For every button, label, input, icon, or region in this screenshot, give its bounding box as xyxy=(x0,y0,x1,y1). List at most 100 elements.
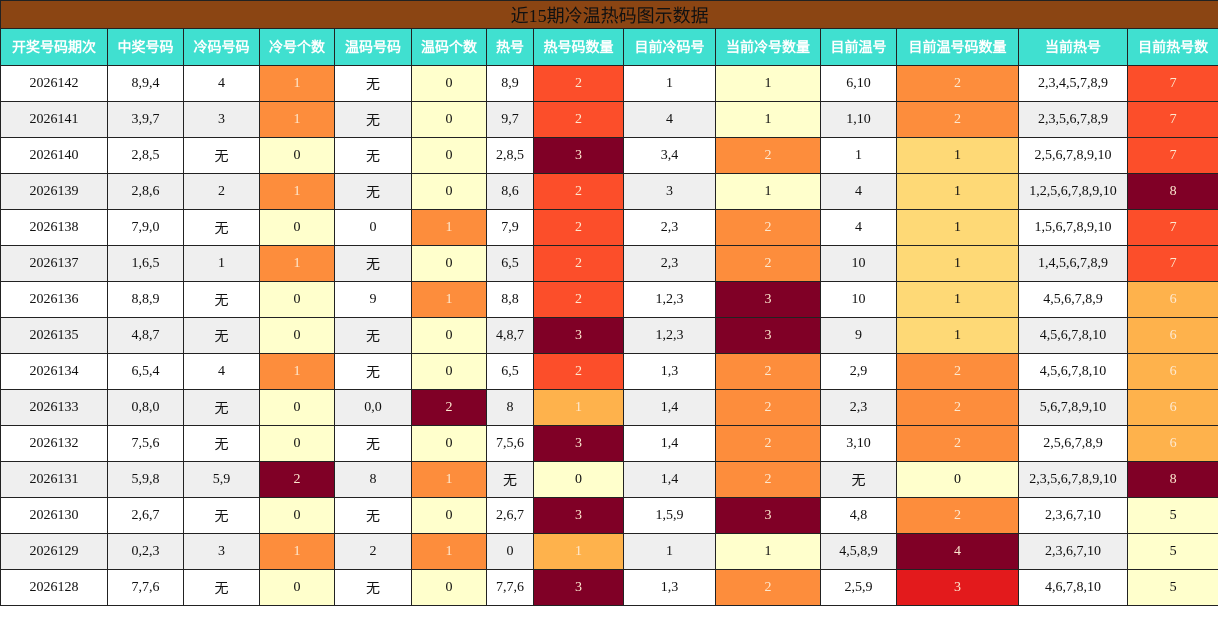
table-cell: 2026137 xyxy=(0,245,108,282)
table-cell: 1,3 xyxy=(623,569,716,606)
table-cell: 2 xyxy=(334,533,412,570)
table-cell: 8,6 xyxy=(486,173,534,210)
table-cell: 无 xyxy=(820,461,897,498)
table-cell: 1 xyxy=(623,533,716,570)
table-cell: 2026129 xyxy=(0,533,108,570)
table-cell: 0,8,0 xyxy=(107,389,184,426)
table-cell: 2026139 xyxy=(0,173,108,210)
table-cell: 2,9 xyxy=(820,353,897,390)
heat-cell: 3 xyxy=(715,281,821,318)
column-header: 目前温号码数量 xyxy=(896,28,1019,66)
heat-cell: 3 xyxy=(533,317,624,354)
heat-cell: 1 xyxy=(411,281,487,318)
table-cell: 6,5 xyxy=(486,353,534,390)
heat-cell: 5 xyxy=(1126,497,1218,534)
table-cell: 2026131 xyxy=(0,461,108,498)
heat-cell: 0 xyxy=(259,137,335,174)
heat-cell: 0 xyxy=(533,461,624,498)
table-cell: 2 xyxy=(183,173,260,210)
heat-cell: 1 xyxy=(533,533,624,570)
table-cell: 7,9 xyxy=(486,209,534,246)
table-cell: 2026132 xyxy=(0,425,108,462)
heat-cell: 2 xyxy=(259,461,335,498)
table-cell: 1,2,3 xyxy=(623,317,716,354)
table-cell: 1,4 xyxy=(623,461,716,498)
table-cell: 2,8,5 xyxy=(107,137,184,174)
table-cell: 0,2,3 xyxy=(107,533,184,570)
heat-cell: 2 xyxy=(715,209,821,246)
table-cell: 6,10 xyxy=(820,65,897,102)
heat-cell: 1 xyxy=(896,173,1019,210)
table-cell: 7,9,0 xyxy=(107,209,184,246)
heat-cell: 1 xyxy=(533,389,624,426)
table-cell: 3 xyxy=(183,533,260,570)
heat-cell: 1 xyxy=(715,101,821,138)
table-cell: 5,9 xyxy=(183,461,260,498)
table-cell: 7,7,6 xyxy=(486,569,534,606)
table-cell: 1,4 xyxy=(623,389,716,426)
heat-cell: 2 xyxy=(715,137,821,174)
heat-cell: 0 xyxy=(411,317,487,354)
table-cell: 9 xyxy=(820,317,897,354)
table-cell: 1 xyxy=(183,245,260,282)
heat-cell: 7 xyxy=(1126,137,1218,174)
table-cell: 1,4,5,6,7,8,9 xyxy=(1018,245,1128,282)
heat-cell: 0 xyxy=(259,389,335,426)
heat-cell: 7 xyxy=(1126,245,1218,282)
table-cell: 4 xyxy=(820,209,897,246)
table-cell: 1 xyxy=(623,65,716,102)
heat-cell: 1 xyxy=(259,353,335,390)
heat-cell: 7 xyxy=(1126,101,1218,138)
heat-cell: 3 xyxy=(533,137,624,174)
table-cell: 8,8,9 xyxy=(107,281,184,318)
table-cell: 1,3 xyxy=(623,353,716,390)
heat-cell: 2 xyxy=(533,173,624,210)
table-cell: 0,0 xyxy=(334,389,412,426)
table-cell: 4,5,8,9 xyxy=(820,533,897,570)
column-header: 热号 xyxy=(486,28,534,66)
table-cell: 8,8 xyxy=(486,281,534,318)
heat-cell: 4 xyxy=(896,533,1019,570)
table-cell: 8,9,4 xyxy=(107,65,184,102)
table-row: 2026133 0,8,0 无 0 0,0 2 8 1 1,4 2 2,3 2 5,6,7,8,9,10… xyxy=(0,389,1218,426)
table-cell: 2,3,5,6,7,8,9 xyxy=(1018,101,1128,138)
table-cell: 3 xyxy=(183,101,260,138)
table-cell: 0 xyxy=(486,533,534,570)
column-header: 目前冷码号 xyxy=(623,28,716,66)
heat-cell: 0 xyxy=(259,281,335,318)
table-cell: 无 xyxy=(334,245,412,282)
table-cell: 1,4 xyxy=(623,425,716,462)
heat-cell: 1 xyxy=(411,533,487,570)
heat-cell: 1 xyxy=(896,209,1019,246)
table-cell: 4,5,6,7,8,10 xyxy=(1018,317,1128,354)
table-cell: 2,3 xyxy=(623,209,716,246)
table-cell: 无 xyxy=(334,65,412,102)
heat-cell: 6 xyxy=(1126,389,1218,426)
table-cell: 2026128 xyxy=(0,569,108,606)
table-cell: 4,6,7,8,10 xyxy=(1018,569,1128,606)
column-header: 温码个数 xyxy=(411,28,487,66)
table-row: 2026130 2,6,7 无 0 无 0 2,6,7 3 1,5,9 3 4,8 2 2,3,6,7,… xyxy=(0,497,1218,534)
table-cell: 1,5,6,7,8,9,10 xyxy=(1018,209,1128,246)
table-cell: 3,10 xyxy=(820,425,897,462)
heat-cell: 0 xyxy=(411,353,487,390)
table-cell: 无 xyxy=(334,101,412,138)
table-cell: 2026142 xyxy=(0,65,108,102)
table-cell: 1,6,5 xyxy=(107,245,184,282)
heat-cell: 6 xyxy=(1126,353,1218,390)
heat-cell: 2 xyxy=(896,101,1019,138)
table-row: 2026136 8,8,9 无 0 9 1 8,8 2 1,2,3 3 10 1 4,5,6,7,8,9… xyxy=(0,281,1218,318)
table-cell: 2,3,6,7,10 xyxy=(1018,497,1128,534)
heat-cell: 0 xyxy=(411,137,487,174)
table-cell: 4 xyxy=(820,173,897,210)
table-cell: 无 xyxy=(486,461,534,498)
heat-cell: 0 xyxy=(411,65,487,102)
table-cell: 无 xyxy=(334,569,412,606)
table-cell: 2026141 xyxy=(0,101,108,138)
table-cell: 无 xyxy=(334,317,412,354)
table-row: 2026139 2,8,6 2 1 无 0 8,6 2 3 1 4 1 1,2,5,6,7,8,9,10… xyxy=(0,173,1218,210)
heat-cell: 2 xyxy=(533,281,624,318)
table-cell: 4,8,7 xyxy=(486,317,534,354)
table-row: 2026141 3,9,7 3 1 无 0 9,7 2 4 1 1,10 2 2,3,5,6,7,8,9… xyxy=(0,101,1218,138)
